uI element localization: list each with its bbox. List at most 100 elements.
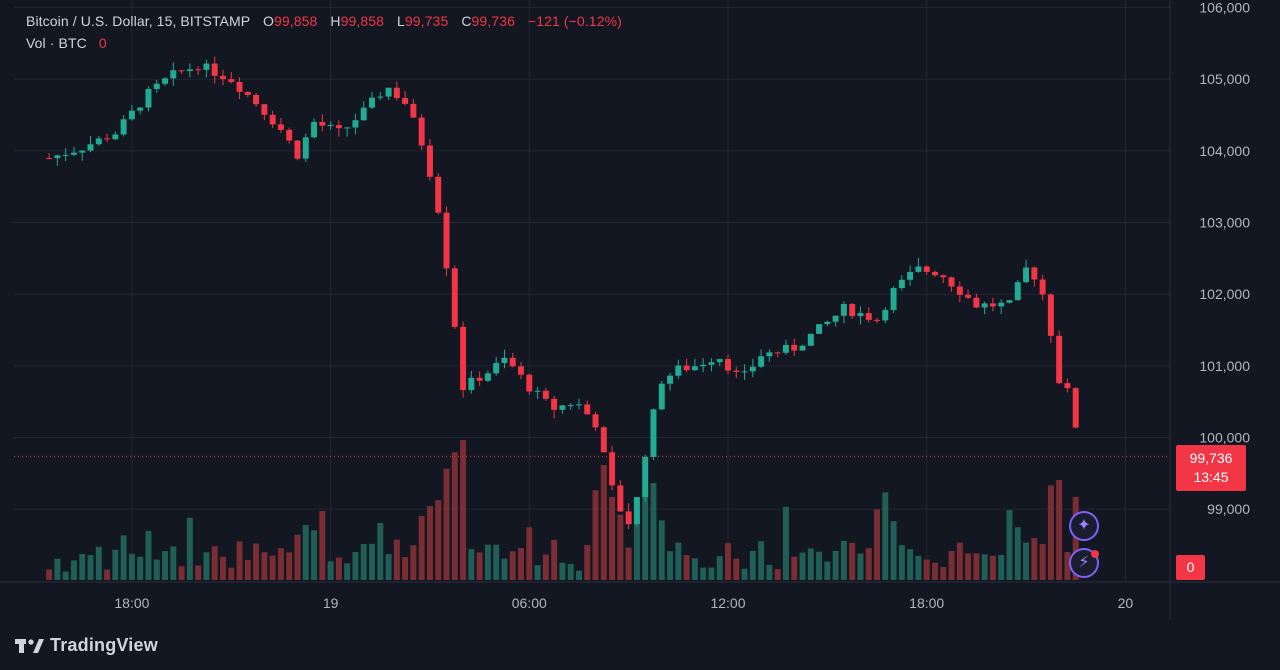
volume-bar (327, 561, 334, 580)
volume-bar (128, 553, 135, 580)
candle-body (667, 375, 674, 384)
candle-body (575, 404, 582, 406)
volume-bar (1047, 485, 1054, 580)
volume-bar (874, 509, 881, 580)
candlestick-chart[interactable]: 99,000 100,000 101,000 102,000 103,000 104,00… (0, 0, 1280, 620)
candle-body (973, 297, 980, 308)
candle-body (700, 364, 707, 367)
volume-bar (377, 522, 384, 580)
candle-body (393, 87, 400, 99)
candle-body (319, 121, 326, 126)
chart-area[interactable]: 99,000 100,000 101,000 102,000 103,000 104,00… (0, 0, 1280, 620)
candle-body (989, 303, 996, 307)
candle-body (708, 362, 715, 365)
volume-bar (294, 534, 301, 580)
y-tick-label: 101,000 (1199, 358, 1250, 374)
candle-body (1047, 294, 1054, 336)
volume-bar (335, 557, 342, 580)
candle-body (981, 303, 988, 308)
volume-bar (865, 548, 872, 580)
volume-label[interactable]: Vol · BTC (26, 35, 87, 51)
volume-bar (62, 571, 69, 580)
candle-body (749, 366, 756, 372)
volume-bar (609, 496, 616, 580)
volume-bar (700, 567, 707, 580)
volume-bar (1014, 527, 1021, 580)
candle-body (824, 321, 831, 325)
candle-body (716, 359, 723, 363)
brand-link[interactable]: TradingView (14, 635, 158, 656)
candle-body (882, 309, 889, 321)
candle-body (725, 359, 731, 371)
y-tick-label: 102,000 (1199, 286, 1250, 302)
volume-bar (973, 553, 980, 580)
volume-bar (542, 554, 549, 580)
candle-body (112, 134, 119, 140)
candle-body (1056, 335, 1063, 384)
candle-body (931, 271, 938, 276)
candle-body (832, 315, 839, 322)
volume-bar (195, 565, 202, 580)
chart-legend: Bitcoin / U.S. Dollar, 15, BITSTAMP O99,… (26, 10, 622, 54)
volume-bar (244, 559, 251, 580)
volume-bar (236, 541, 243, 580)
x-tick-label: 06:00 (512, 595, 547, 611)
candle-body (940, 275, 947, 278)
candle-body (559, 405, 566, 410)
volume-bar (650, 482, 657, 580)
lightning-icon: ⚡ (1078, 554, 1090, 571)
low-label: L (397, 13, 405, 29)
candle-body (443, 212, 450, 269)
candle-body (484, 373, 491, 381)
candle-body (609, 452, 616, 486)
volume-bar (633, 520, 640, 580)
volume-bar (965, 553, 972, 580)
candle-body (600, 427, 607, 453)
x-tick-label: 18:00 (114, 595, 149, 611)
volume-bar (915, 555, 922, 580)
candle-body (758, 356, 765, 367)
volume-bar (534, 565, 541, 580)
volume-bar (956, 542, 963, 580)
volume-bar (849, 542, 856, 580)
volume-bar (120, 535, 127, 580)
candle-body (691, 366, 698, 371)
volume-bar (443, 468, 450, 580)
candle-body (518, 366, 525, 375)
volume-bar (1056, 479, 1063, 580)
lightning-button[interactable]: ⚡ (1069, 548, 1099, 578)
candle-body (128, 110, 135, 120)
volume-bar (667, 551, 674, 580)
candle-body (120, 119, 127, 135)
candle-body (493, 362, 500, 374)
volume-bar (642, 490, 649, 580)
symbol-title[interactable]: Bitcoin / U.S. Dollar, 15, BITSTAMP (26, 13, 250, 29)
volume-bar (228, 567, 235, 580)
candle-body (741, 371, 748, 373)
candle-body (923, 266, 930, 272)
last-price-value: 99,736 (1189, 450, 1233, 466)
volume-bar (749, 550, 756, 580)
volume-bar (79, 554, 86, 580)
candle-body (87, 144, 94, 151)
candle-body (526, 374, 533, 392)
candle-body (153, 83, 160, 90)
volume-bar (940, 566, 947, 580)
volume-bar (460, 440, 467, 580)
candle-body (782, 344, 789, 353)
volume-bar (791, 556, 798, 580)
sparkle-button[interactable]: ✦ (1069, 511, 1099, 541)
volume-bar (269, 555, 276, 580)
volume-bar (799, 552, 806, 580)
candle-body (170, 70, 177, 79)
candle-body (186, 69, 193, 72)
volume-bar (675, 542, 682, 580)
volume-bar (277, 548, 284, 580)
volume-bar (211, 546, 218, 580)
volume-bar (774, 569, 781, 580)
candle-body (915, 266, 922, 272)
x-tick-label: 20 (1118, 595, 1134, 611)
candle-body (675, 365, 682, 376)
candle-body (95, 138, 102, 145)
volume-value: 0 (98, 35, 107, 51)
